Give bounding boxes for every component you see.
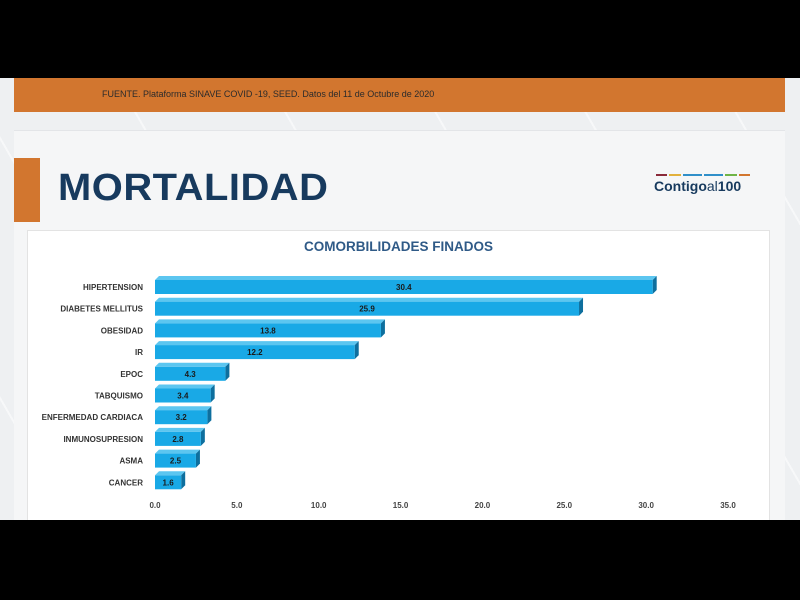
bar-chart: HIPERTENSION 30.4 DIABETES MELLITUS 25.9 OBE… — [42, 276, 736, 510]
category-label: ENFERMEDAD CARDIACA — [42, 413, 144, 422]
bar-top — [155, 406, 212, 411]
logo-text-1: Contigo — [654, 178, 707, 194]
bar-top — [155, 297, 584, 302]
data-label: 3.4 — [177, 392, 189, 401]
logo-text-3: 100 — [717, 178, 742, 194]
logo-bar — [656, 174, 668, 176]
bar — [155, 345, 355, 360]
logo-bar — [704, 174, 724, 176]
bar-top — [155, 427, 205, 432]
category-label: IR — [135, 348, 143, 357]
source-banner: FUENTE. Plataforma SINAVE COVID -19, SEE… — [14, 78, 785, 112]
bar-side — [210, 384, 215, 403]
data-label: 30.4 — [396, 283, 412, 292]
bar — [155, 431, 201, 446]
logo-bar — [682, 174, 702, 176]
category-label: ASMA — [119, 457, 143, 466]
chart-panel: COMORBILIDADES FINADOS HIPERTENSION 30.4 D… — [27, 230, 770, 520]
data-label: 4.3 — [185, 370, 197, 379]
data-label: 2.5 — [170, 457, 182, 466]
bar — [155, 453, 196, 468]
bar-top — [155, 362, 230, 367]
x-tick-label: 30.0 — [638, 501, 654, 510]
bar — [155, 410, 208, 425]
category-label: INMUNOSUPRESION — [63, 435, 143, 444]
category-label: TABQUISMO — [95, 392, 143, 401]
logo-bar — [738, 174, 750, 176]
category-label: CANCER — [109, 478, 143, 487]
category-label: HIPERTENSION — [83, 283, 143, 292]
x-tick-label: 5.0 — [231, 501, 243, 510]
bar — [155, 301, 580, 316]
category-label: EPOC — [120, 370, 143, 379]
bar-side — [225, 362, 230, 381]
x-tick-label: 35.0 — [720, 501, 736, 510]
chart-title: COMORBILIDADES FINADOS — [304, 239, 493, 254]
bar-top — [155, 341, 359, 346]
bar-side — [207, 406, 212, 425]
bar-side — [200, 427, 205, 446]
slide: FUENTE. Plataforma SINAVE COVID -19, SEE… — [0, 78, 800, 520]
x-tick-label: 0.0 — [149, 501, 161, 510]
data-label: 1.6 — [163, 478, 175, 487]
title-accent — [14, 158, 40, 222]
contigo-logo: Contigoal100 — [654, 174, 750, 196]
logo-bar — [669, 174, 681, 176]
bar-side — [380, 319, 385, 338]
logo-bar — [725, 174, 737, 176]
page-title: MORTALIDAD — [58, 167, 329, 209]
bar-top — [155, 319, 385, 324]
x-tick-label: 20.0 — [475, 501, 491, 510]
logo-color-bars — [656, 174, 750, 176]
bar — [155, 323, 381, 338]
bar-side — [195, 449, 200, 468]
bar-top — [155, 449, 200, 454]
bar-side — [354, 341, 359, 360]
bar-top — [155, 384, 215, 389]
bar-side — [579, 297, 584, 316]
x-tick-label: 10.0 — [311, 501, 327, 510]
category-label: OBESIDAD — [101, 326, 143, 335]
logo-text-2: al — [706, 178, 718, 194]
data-label: 3.2 — [176, 413, 188, 422]
bar — [155, 388, 211, 403]
data-label: 13.8 — [260, 326, 276, 335]
data-label: 25.9 — [359, 305, 375, 314]
x-tick-label: 25.0 — [556, 501, 572, 510]
source-text: FUENTE. Plataforma SINAVE COVID -19, SEE… — [102, 89, 435, 99]
bar-top — [155, 276, 657, 280]
x-tick-label: 15.0 — [393, 501, 409, 510]
data-label: 12.2 — [247, 348, 263, 357]
category-label: DIABETES MELLITUS — [60, 305, 143, 314]
bar — [155, 280, 653, 294]
data-label: 2.8 — [172, 435, 184, 444]
bar-top — [155, 471, 186, 476]
bar-side — [181, 471, 186, 490]
bar — [155, 475, 182, 490]
bar-side — [652, 276, 657, 294]
bar — [155, 366, 226, 381]
